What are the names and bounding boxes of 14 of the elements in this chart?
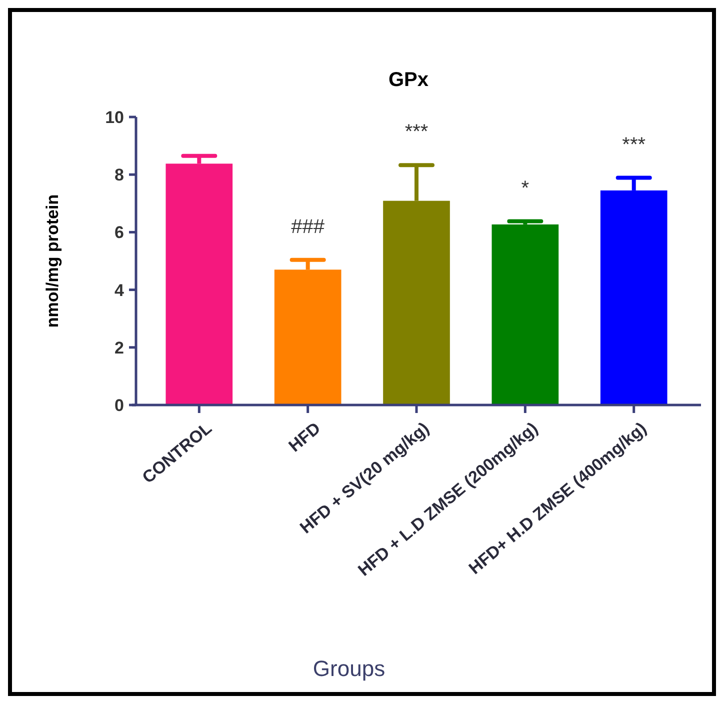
- y-axis-title: nmol/mg protein: [43, 194, 62, 328]
- annotation: ***: [622, 134, 646, 156]
- annotation: ***: [404, 121, 428, 144]
- chart-title: GPx: [388, 69, 429, 91]
- y-tick-label: 8: [114, 166, 124, 185]
- y-tick-label: 0: [114, 396, 124, 415]
- y-tick-label: 6: [114, 223, 124, 242]
- x-axis-title: Groups: [312, 656, 386, 681]
- y-tick-label: 10: [105, 108, 124, 127]
- annotation: *: [521, 177, 530, 200]
- y-tick-label: 4: [114, 280, 125, 300]
- x-tick-label: HFD: [285, 418, 324, 456]
- y-tick-label: 2: [114, 338, 124, 358]
- annotation: ###: [291, 216, 326, 238]
